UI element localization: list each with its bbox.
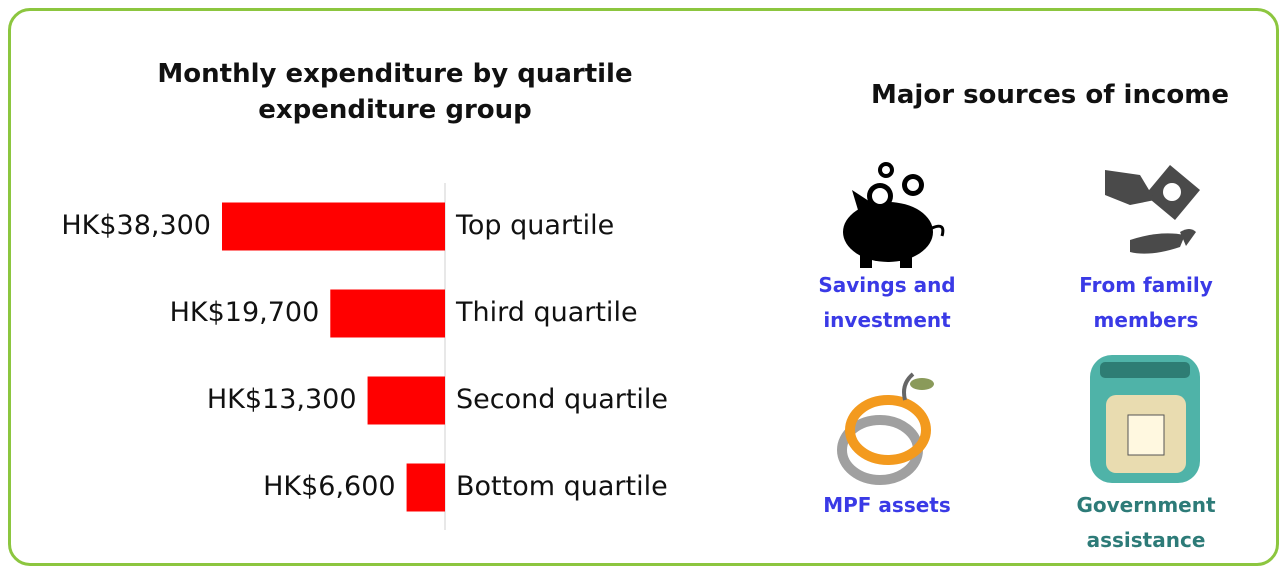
jar-icon — [1090, 355, 1200, 483]
bar — [368, 377, 445, 425]
mpfa-logo — [842, 374, 934, 480]
page: HK$38,300 Top quartile HK$19,700 Third quar… — [0, 0, 1287, 570]
category-label: Bottom quartile — [456, 471, 668, 502]
category-label: Third quartile — [455, 297, 638, 328]
section-title: Major sources of income — [850, 77, 1250, 113]
hand-money-icon — [1105, 165, 1200, 254]
bar — [222, 203, 445, 251]
bar — [330, 290, 445, 338]
chart-title: Monthly expenditure by quartile expendit… — [95, 56, 695, 128]
bar — [407, 464, 445, 512]
source-label: MPF assets — [787, 488, 987, 523]
category-label: Second quartile — [456, 384, 668, 415]
piggy-bank-icon — [843, 162, 943, 268]
source-label: Government assistance — [1046, 488, 1246, 558]
value-label: HK$38,300 — [61, 210, 211, 241]
value-label: HK$6,600 — [263, 471, 395, 502]
value-label: HK$13,300 — [207, 384, 357, 415]
source-label: Savings and investment — [787, 268, 987, 338]
category-label: Top quartile — [455, 210, 614, 241]
source-label: From family members — [1046, 268, 1246, 338]
value-label: HK$19,700 — [170, 297, 320, 328]
